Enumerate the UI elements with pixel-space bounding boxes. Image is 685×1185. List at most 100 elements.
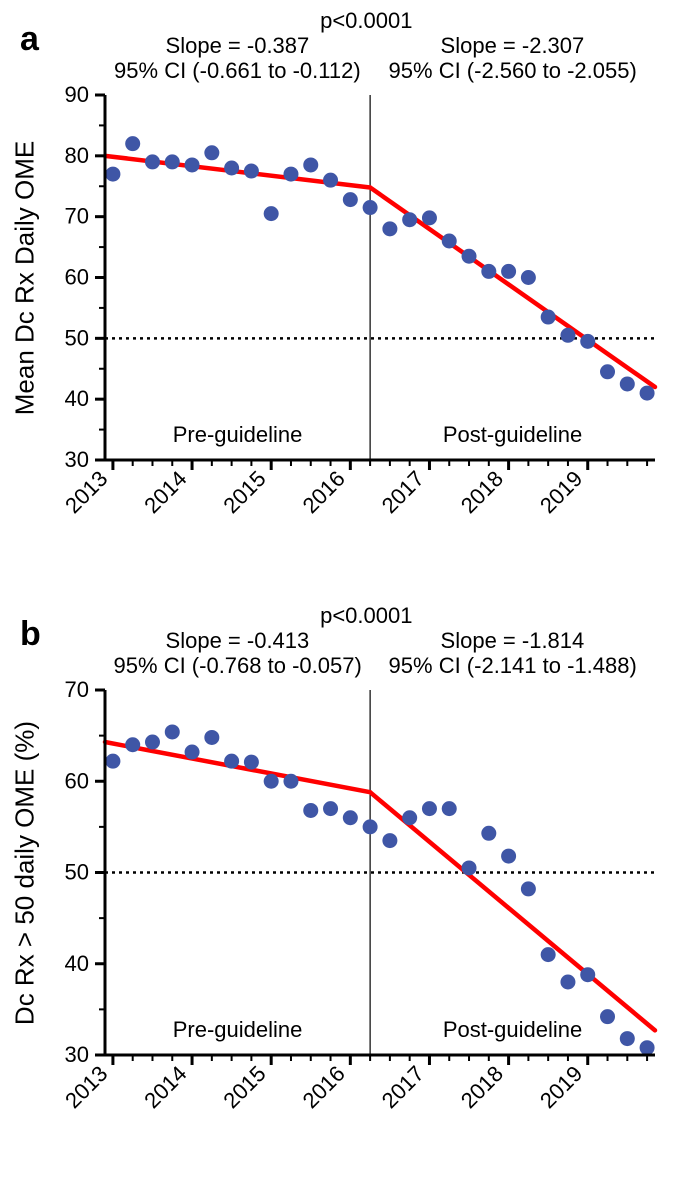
data-point: [501, 264, 516, 279]
panel-a-label: a: [20, 20, 39, 59]
data-point: [125, 737, 140, 752]
data-point: [185, 745, 200, 760]
data-point: [165, 154, 180, 169]
y-tick-label: 90: [65, 82, 89, 107]
data-point: [283, 774, 298, 789]
data-point: [442, 234, 457, 249]
data-point: [402, 810, 417, 825]
panel-b-chart: Pre-guideline Post-guideline 30 40 50 60 70 201…: [0, 595, 685, 1165]
data-point: [363, 200, 378, 215]
data-point: [521, 270, 536, 285]
data-point: [501, 849, 516, 864]
data-point: [600, 364, 615, 379]
y-tick-label: 60: [65, 768, 89, 793]
data-point: [165, 724, 180, 739]
data-point: [363, 819, 378, 834]
data-point: [145, 735, 160, 750]
region-label-pre: Pre-guideline: [173, 422, 303, 447]
data-point: [521, 881, 536, 896]
y-tick-label: 30: [65, 447, 89, 472]
y-tick-label: 50: [65, 860, 89, 885]
data-point: [422, 801, 437, 816]
page: a p<0.0001 Slope = -0.387 95% CI (-0.661…: [0, 0, 685, 1185]
data-point: [244, 755, 259, 770]
panel-a-ylabel: Mean Dc Rx Daily OME: [10, 140, 41, 415]
data-point: [402, 212, 417, 227]
data-point: [481, 264, 496, 279]
region-label-post: Post-guideline: [443, 1017, 582, 1042]
data-point: [224, 161, 239, 176]
x-tick-label: 2017: [377, 1061, 429, 1113]
panel-b-post-ci: 95% CI (-2.141 to -1.488): [389, 653, 637, 679]
data-point: [145, 154, 160, 169]
x-tick-label: 2018: [456, 1061, 508, 1113]
x-tick-label: 2018: [456, 466, 508, 518]
panel-b-label: b: [20, 615, 41, 654]
panel-b-pre-ci: 95% CI (-0.768 to -0.057): [114, 653, 362, 679]
data-point: [264, 206, 279, 221]
data-point: [323, 801, 338, 816]
region-label-pre: Pre-guideline: [173, 1017, 303, 1042]
data-point: [640, 386, 655, 401]
data-point: [185, 157, 200, 172]
y-tick-label: 70: [65, 204, 89, 229]
panel-b: b p<0.0001 Slope = -0.413 95% CI (-0.768…: [0, 595, 685, 1165]
data-point: [560, 975, 575, 990]
panel-a-post-slope: Slope = -2.307: [441, 33, 585, 59]
data-point: [620, 1031, 635, 1046]
data-point: [303, 803, 318, 818]
data-point: [264, 774, 279, 789]
data-point: [303, 157, 318, 172]
y-tick-label: 60: [65, 265, 89, 290]
x-tick-label: 2017: [377, 466, 429, 518]
x-tick-label: 2019: [535, 466, 587, 518]
panel-b-post-slope: Slope = -1.814: [441, 628, 585, 654]
data-point: [204, 145, 219, 160]
x-tick-label: 2016: [298, 466, 350, 518]
data-point: [541, 310, 556, 325]
trend-line-pre: [105, 742, 370, 792]
data-point: [560, 328, 575, 343]
x-tick-label: 2015: [218, 1061, 270, 1113]
data-point: [105, 754, 120, 769]
data-point: [580, 967, 595, 982]
data-point: [422, 210, 437, 225]
data-point: [382, 833, 397, 848]
x-tick-label: 2015: [218, 466, 270, 518]
data-point: [283, 167, 298, 182]
data-point: [541, 947, 556, 962]
y-tick-label: 80: [65, 143, 89, 168]
y-tick-label: 50: [65, 325, 89, 350]
y-tick-label: 40: [65, 951, 89, 976]
y-tick-label: 40: [65, 386, 89, 411]
panel-a-pre-slope: Slope = -0.387: [166, 33, 310, 59]
panel-a-chart: Pre-guideline Post-guideline 30 40 50 60 70 80 9…: [0, 0, 685, 570]
data-point: [224, 754, 239, 769]
data-point: [105, 167, 120, 182]
data-point: [481, 826, 496, 841]
data-point: [204, 730, 219, 745]
data-point: [382, 221, 397, 236]
panel-b-pvalue: p<0.0001: [320, 603, 412, 629]
data-point: [343, 810, 358, 825]
x-tick-label: 2014: [139, 466, 191, 518]
data-point: [600, 1009, 615, 1024]
data-point: [125, 136, 140, 151]
data-point: [442, 801, 457, 816]
panel-b-pre-slope: Slope = -0.413: [166, 628, 310, 654]
x-tick-label: 2013: [60, 466, 112, 518]
x-tick-label: 2019: [535, 1061, 587, 1113]
panel-a-pre-ci: 95% CI (-0.661 to -0.112): [114, 58, 361, 84]
trend-line-post: [370, 792, 655, 1030]
data-point: [343, 192, 358, 207]
region-label-post: Post-guideline: [443, 422, 582, 447]
x-tick-label: 2016: [298, 1061, 350, 1113]
data-point: [244, 164, 259, 179]
panel-b-ylabel: Dc Rx > 50 daily OME (%): [10, 720, 41, 1024]
data-point: [323, 173, 338, 188]
panel-a: a p<0.0001 Slope = -0.387 95% CI (-0.661…: [0, 0, 685, 570]
y-tick-label: 30: [65, 1042, 89, 1067]
y-tick-label: 70: [65, 677, 89, 702]
panel-a-pvalue: p<0.0001: [320, 8, 412, 34]
x-tick-label: 2014: [139, 1061, 191, 1113]
